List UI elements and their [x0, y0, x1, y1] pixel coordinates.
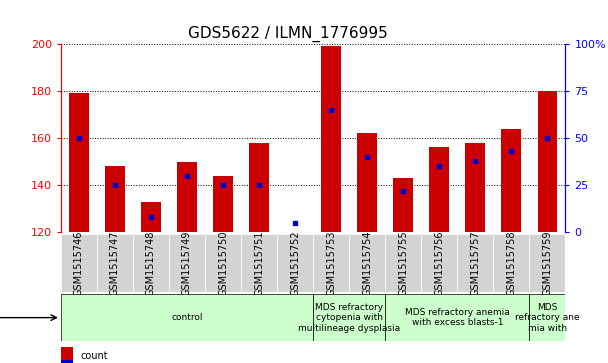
Bar — [61, 294, 313, 341]
Bar — [537, 91, 558, 232]
Bar — [349, 234, 385, 292]
Text: MDS
refractory ane
mia with: MDS refractory ane mia with — [515, 303, 580, 333]
Bar — [141, 201, 161, 232]
Text: MDS refractory
cytopenia with
multilineage dysplasia: MDS refractory cytopenia with multilinea… — [298, 303, 400, 333]
Bar — [530, 294, 565, 341]
Bar — [213, 176, 233, 232]
Bar — [358, 133, 377, 232]
Text: GSM1515750: GSM1515750 — [218, 231, 228, 296]
Bar — [61, 234, 97, 292]
Bar — [97, 234, 133, 292]
Text: GSM1515753: GSM1515753 — [326, 231, 336, 296]
Bar — [385, 294, 530, 341]
Text: GSM1515757: GSM1515757 — [471, 231, 480, 296]
Bar — [493, 234, 530, 292]
Text: GSM1515751: GSM1515751 — [254, 231, 264, 296]
Bar — [177, 162, 197, 232]
Bar — [393, 178, 413, 232]
Text: count: count — [81, 351, 109, 361]
Text: GSM1515747: GSM1515747 — [110, 231, 120, 296]
Title: GDS5622 / ILMN_1776995: GDS5622 / ILMN_1776995 — [188, 26, 388, 42]
Text: GSM1515754: GSM1515754 — [362, 231, 372, 296]
Text: GSM1515759: GSM1515759 — [542, 231, 553, 296]
Text: GSM1515756: GSM1515756 — [434, 231, 444, 296]
Bar — [313, 234, 349, 292]
Text: GSM1515748: GSM1515748 — [146, 231, 156, 296]
Bar — [421, 234, 457, 292]
Bar — [133, 234, 169, 292]
Bar — [241, 234, 277, 292]
Bar — [429, 147, 449, 232]
Bar — [457, 234, 493, 292]
Text: GSM1515758: GSM1515758 — [506, 231, 516, 296]
Bar — [530, 234, 565, 292]
Text: MDS refractory anemia
with excess blasts-1: MDS refractory anemia with excess blasts… — [405, 308, 510, 327]
Bar — [69, 93, 89, 232]
Bar — [321, 46, 341, 232]
Bar — [169, 234, 205, 292]
Text: control: control — [171, 313, 202, 322]
Bar — [385, 234, 421, 292]
Bar — [205, 234, 241, 292]
Text: GSM1515749: GSM1515749 — [182, 231, 192, 296]
Bar — [313, 294, 385, 341]
Bar — [502, 129, 521, 232]
Bar — [105, 166, 125, 232]
Bar — [465, 143, 485, 232]
Text: GSM1515752: GSM1515752 — [290, 231, 300, 296]
Bar — [249, 143, 269, 232]
Bar — [277, 234, 313, 292]
Bar — [61, 347, 74, 360]
Bar — [61, 360, 74, 363]
Text: GSM1515746: GSM1515746 — [74, 231, 84, 296]
Text: GSM1515755: GSM1515755 — [398, 231, 408, 296]
